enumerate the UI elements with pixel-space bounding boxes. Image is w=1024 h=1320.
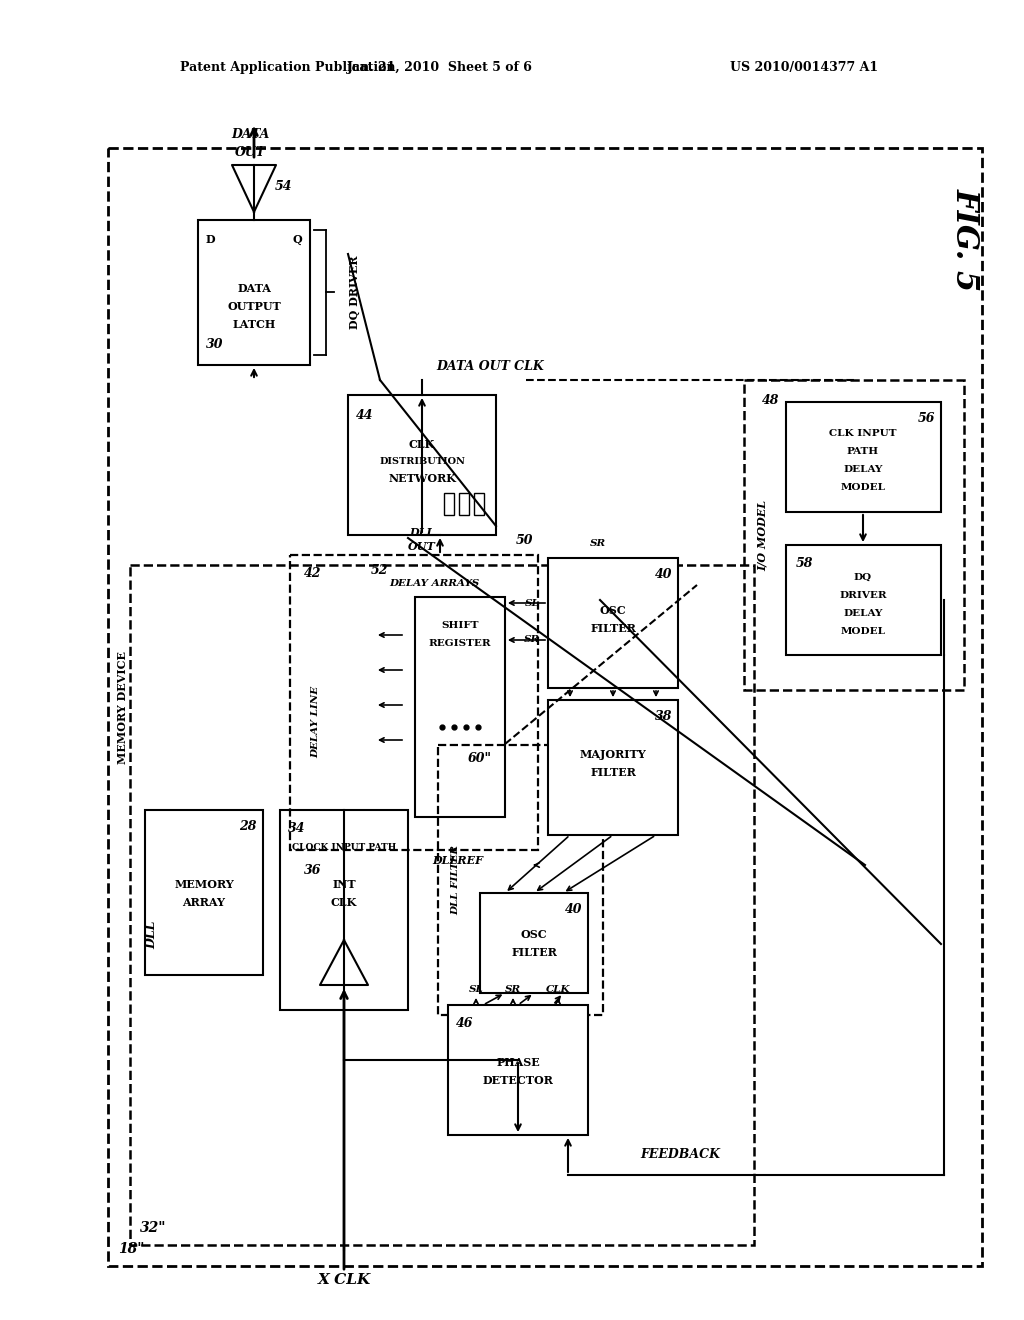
Text: FILTER: FILTER bbox=[590, 767, 636, 779]
Text: INT: INT bbox=[332, 879, 355, 891]
Text: DLL FILTER: DLL FILTER bbox=[452, 845, 461, 915]
Bar bbox=[438, 744, 603, 1015]
Text: D: D bbox=[206, 234, 216, 246]
Text: Q: Q bbox=[292, 234, 302, 246]
Text: DATA: DATA bbox=[230, 128, 269, 141]
Text: OUTPUT: OUTPUT bbox=[227, 301, 281, 312]
Bar bbox=[459, 492, 469, 515]
Text: US 2010/0014377 A1: US 2010/0014377 A1 bbox=[730, 62, 879, 74]
Text: 40: 40 bbox=[654, 568, 672, 581]
Text: DQ: DQ bbox=[854, 573, 872, 582]
Text: OUT: OUT bbox=[409, 541, 436, 553]
Text: MAJORITY: MAJORITY bbox=[580, 750, 646, 760]
Text: 38: 38 bbox=[654, 710, 672, 723]
Text: OUT: OUT bbox=[234, 145, 265, 158]
Text: FEEDBACK: FEEDBACK bbox=[640, 1148, 720, 1162]
Bar bbox=[786, 403, 941, 512]
Text: ARRAY: ARRAY bbox=[182, 898, 225, 908]
Text: DELAY: DELAY bbox=[844, 609, 883, 618]
Bar bbox=[444, 492, 454, 515]
Text: MODEL: MODEL bbox=[841, 483, 886, 492]
Text: Patent Application Publication: Patent Application Publication bbox=[180, 62, 395, 74]
Text: 40: 40 bbox=[564, 903, 582, 916]
Text: DQ DRIVER: DQ DRIVER bbox=[348, 255, 359, 329]
Text: SR: SR bbox=[524, 635, 540, 644]
Text: 52: 52 bbox=[372, 565, 389, 578]
Bar bbox=[348, 395, 496, 535]
Bar bbox=[744, 380, 964, 690]
Text: 46: 46 bbox=[456, 1016, 473, 1030]
Text: DISTRIBUTION: DISTRIBUTION bbox=[379, 458, 465, 466]
Text: 32": 32" bbox=[140, 1221, 167, 1236]
Text: MEMORY DEVICE: MEMORY DEVICE bbox=[117, 651, 128, 763]
Text: CLOCK INPUT PATH: CLOCK INPUT PATH bbox=[292, 843, 396, 853]
Text: DRIVER: DRIVER bbox=[840, 590, 887, 599]
Text: DLL: DLL bbox=[145, 921, 159, 949]
Text: SHIFT: SHIFT bbox=[441, 620, 479, 630]
Bar bbox=[786, 545, 941, 655]
Text: 50: 50 bbox=[516, 535, 534, 548]
Bar bbox=[290, 554, 538, 850]
Text: FILTER: FILTER bbox=[590, 623, 636, 634]
Text: REGISTER: REGISTER bbox=[429, 639, 492, 648]
Text: 28: 28 bbox=[240, 820, 257, 833]
Text: X CLK: X CLK bbox=[317, 1272, 371, 1287]
Text: DETECTOR: DETECTOR bbox=[482, 1076, 553, 1086]
Text: SL: SL bbox=[524, 598, 540, 607]
Text: DATA: DATA bbox=[238, 282, 271, 293]
Text: 34: 34 bbox=[288, 822, 305, 836]
Text: FIG. 5: FIG. 5 bbox=[949, 189, 981, 292]
Text: SR: SR bbox=[590, 540, 606, 549]
Text: 42: 42 bbox=[304, 568, 322, 579]
Text: 48: 48 bbox=[762, 393, 779, 407]
Text: DLLREF: DLLREF bbox=[432, 854, 483, 866]
Text: 44: 44 bbox=[356, 409, 374, 422]
Text: 36: 36 bbox=[304, 863, 322, 876]
Text: 58: 58 bbox=[796, 557, 813, 570]
Text: 30: 30 bbox=[206, 338, 223, 351]
Text: 18": 18" bbox=[118, 1242, 144, 1257]
Bar bbox=[548, 700, 678, 836]
Bar bbox=[480, 894, 588, 993]
Text: PATH: PATH bbox=[847, 447, 879, 457]
Bar bbox=[145, 810, 263, 975]
Text: 54: 54 bbox=[275, 181, 293, 194]
Bar bbox=[548, 558, 678, 688]
Text: MEMORY: MEMORY bbox=[174, 879, 233, 891]
Bar bbox=[198, 220, 310, 366]
Text: DELAY ARRAYS: DELAY ARRAYS bbox=[389, 578, 479, 587]
Text: OSC: OSC bbox=[520, 929, 547, 940]
Bar bbox=[474, 492, 484, 515]
Text: CLK: CLK bbox=[409, 440, 435, 450]
Bar bbox=[280, 810, 408, 1010]
Text: CLK: CLK bbox=[331, 896, 357, 908]
Text: 60": 60" bbox=[468, 752, 492, 766]
Text: NETWORK: NETWORK bbox=[388, 474, 456, 484]
Text: MODEL: MODEL bbox=[841, 627, 886, 635]
Bar bbox=[415, 597, 505, 817]
Text: OSC: OSC bbox=[600, 605, 627, 615]
Text: CLK INPUT: CLK INPUT bbox=[829, 429, 897, 438]
Text: PHASE: PHASE bbox=[496, 1057, 540, 1068]
Text: DELAY: DELAY bbox=[844, 466, 883, 474]
Bar bbox=[130, 565, 754, 1245]
Text: LATCH: LATCH bbox=[232, 318, 275, 330]
Text: CLK: CLK bbox=[546, 985, 570, 994]
Text: DLL: DLL bbox=[410, 528, 434, 539]
Text: DATA OUT CLK: DATA OUT CLK bbox=[436, 359, 544, 372]
Text: FILTER: FILTER bbox=[511, 948, 557, 958]
Text: I/O MODEL: I/O MODEL bbox=[757, 499, 768, 570]
Bar bbox=[449, 1005, 588, 1135]
Text: DELAY LINE: DELAY LINE bbox=[311, 686, 321, 758]
Text: Jan. 21, 2010  Sheet 5 of 6: Jan. 21, 2010 Sheet 5 of 6 bbox=[347, 62, 532, 74]
Text: 56: 56 bbox=[918, 412, 935, 425]
Bar bbox=[108, 148, 982, 1266]
Text: SR: SR bbox=[505, 985, 521, 994]
Text: SL: SL bbox=[469, 985, 483, 994]
